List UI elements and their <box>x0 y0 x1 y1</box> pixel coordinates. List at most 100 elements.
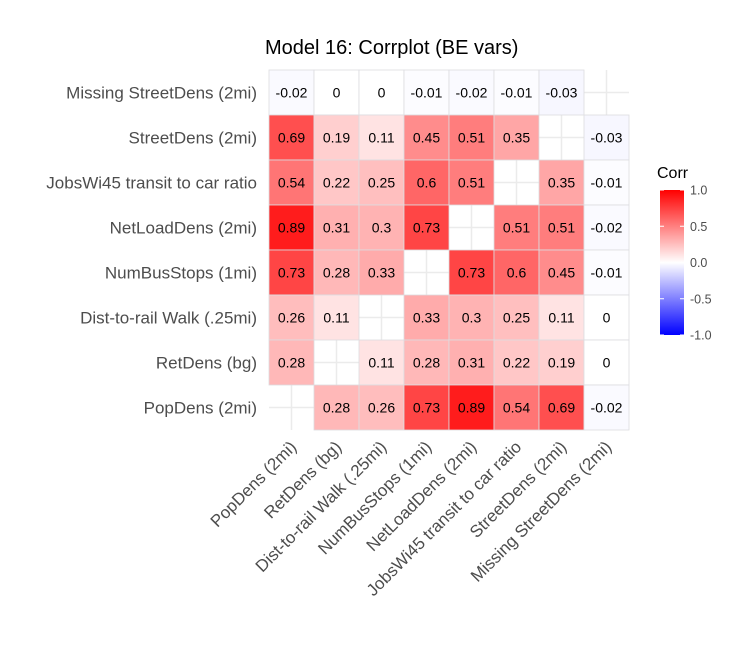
cell-value-label: 0.51 <box>458 130 485 146</box>
cell-value-label: 0.45 <box>413 130 440 146</box>
heatmap-cell <box>268 339 315 386</box>
legend-title: Corr <box>657 165 689 182</box>
cell-value-label: 0.25 <box>368 175 395 191</box>
cell-value-label: 0.69 <box>278 130 305 146</box>
cell-value-label: 0.51 <box>503 220 530 236</box>
y-axis-tick-labels: Missing StreetDens (2mi) StreetDens (2mi)… <box>46 84 257 418</box>
cell-value-label: 0.11 <box>323 310 349 326</box>
cell-value-label: -0.01 <box>591 175 623 191</box>
heatmap-cell <box>358 339 405 386</box>
heatmap-cell <box>493 69 540 116</box>
cell-value-label: 0.3 <box>372 220 392 236</box>
cell-value-label: -0.02 <box>591 400 623 416</box>
heatmap-cell <box>313 114 360 161</box>
cell-value-label: -0.03 <box>546 85 578 101</box>
heatmap-cell <box>448 384 495 431</box>
cell-value-label: 0.28 <box>278 355 305 371</box>
cell-value-label: 0.51 <box>458 175 485 191</box>
heatmap-cell <box>583 114 630 161</box>
y-tick-label: PopDens (2mi) <box>144 399 257 418</box>
heatmap-cell <box>538 339 585 386</box>
cell-value-label: 0.33 <box>368 265 395 281</box>
cell-value-label: 0.45 <box>548 265 575 281</box>
color-legend: Corr 1.0 0.5 0.0 -0.5 -1.0 <box>657 165 712 343</box>
heatmap-cell <box>583 339 630 386</box>
heatmap-cell <box>493 339 540 386</box>
heatmap-cell <box>313 384 360 431</box>
heatmap-cell <box>448 159 495 206</box>
heatmap-cell <box>493 294 540 341</box>
heatmap-cell <box>313 294 360 341</box>
cell-value-label: 0 <box>603 355 611 371</box>
heatmap-cell <box>358 249 405 296</box>
cell-value-label: 0.54 <box>503 400 530 416</box>
cell-value-label: 0.26 <box>278 310 305 326</box>
cell-value-label: -0.02 <box>591 220 623 236</box>
legend-tick-label: -0.5 <box>690 292 712 306</box>
heatmap-cell <box>493 204 540 251</box>
cell-value-label: 0.31 <box>323 220 350 236</box>
heatmap-cell <box>403 159 450 206</box>
cell-value-label: 0.11 <box>368 130 394 146</box>
cell-value-label: 0.35 <box>548 175 575 191</box>
cell-value-label: 0.22 <box>503 355 530 371</box>
cell-value-label: 0.28 <box>323 265 350 281</box>
y-tick-label: NumBusStops (1mi) <box>105 264 257 283</box>
heatmap-cell <box>403 114 450 161</box>
legend-tick-label: -1.0 <box>690 329 712 343</box>
cell-value-label: 0.28 <box>323 400 350 416</box>
cell-value-label: 0.22 <box>323 175 350 191</box>
heatmap-cell <box>493 114 540 161</box>
heatmap-cell <box>583 204 630 251</box>
heatmap-cell <box>358 384 405 431</box>
y-tick-label: JobsWi45 transit to car ratio <box>46 174 257 193</box>
cell-value-label: 0.51 <box>548 220 575 236</box>
cell-value-label: 0.19 <box>548 355 575 371</box>
heatmap-cell <box>448 114 495 161</box>
cell-value-label: -0.01 <box>411 85 443 101</box>
heatmap-cell <box>448 339 495 386</box>
heatmap-cell <box>268 159 315 206</box>
y-tick-label: Missing StreetDens (2mi) <box>66 84 257 103</box>
heatmap-cell <box>403 339 450 386</box>
heatmap-cell <box>538 204 585 251</box>
heatmap-cell <box>448 69 495 116</box>
heatmap-cell <box>538 159 585 206</box>
heatmap-cell <box>583 249 630 296</box>
cell-value-label: 0 <box>333 85 341 101</box>
cell-value-label: 0.89 <box>278 220 305 236</box>
cell-value-label: -0.01 <box>501 85 533 101</box>
heatmap-cell <box>268 204 315 251</box>
cell-value-label: 0.73 <box>413 400 440 416</box>
legend-ticks: 1.0 0.5 0.0 -0.5 -1.0 <box>660 184 712 343</box>
y-tick-label: StreetDens (2mi) <box>129 129 257 148</box>
heatmap-cell <box>313 159 360 206</box>
cell-value-label: -0.03 <box>591 130 623 146</box>
cell-value-label: 0.69 <box>548 400 575 416</box>
cell-value-label: 0.11 <box>548 310 574 326</box>
cell-value-label: -0.02 <box>456 85 488 101</box>
cell-value-label: 0.19 <box>323 130 350 146</box>
x-axis-tick-labels: PopDens (2mi)RetDens (bg)Dist-to-rail Wa… <box>207 437 616 599</box>
legend-tick-label: 0.0 <box>690 256 707 270</box>
heatmap-cell <box>358 114 405 161</box>
heatmap-cell <box>313 204 360 251</box>
y-tick-label: NetLoadDens (2mi) <box>110 219 257 238</box>
cell-value-label: -0.02 <box>276 85 308 101</box>
cell-value-label: 0.73 <box>413 220 440 236</box>
heatmap-cell <box>268 294 315 341</box>
heatmap-cell <box>583 294 630 341</box>
heatmap-cells: -0.02 0 0 -0.01 -0.02 -0.01 -0.03 0.69 0.19 0.11 0… <box>268 69 630 431</box>
cell-value-label: 0.26 <box>368 400 395 416</box>
heatmap-cell <box>583 384 630 431</box>
cell-value-label: 0.25 <box>503 310 530 326</box>
cell-value-label: 0.6 <box>417 175 437 191</box>
cell-value-label: 0.73 <box>278 265 305 281</box>
y-tick-label: RetDens (bg) <box>156 354 257 373</box>
cell-value-label: 0.73 <box>458 265 485 281</box>
cell-value-label: 0.54 <box>278 175 305 191</box>
legend-tick-label: 1.0 <box>690 184 707 198</box>
y-tick-label: Dist-to-rail Walk (.25mi) <box>80 309 257 328</box>
cell-value-label: 0 <box>603 310 611 326</box>
cell-value-label: 0 <box>378 85 386 101</box>
